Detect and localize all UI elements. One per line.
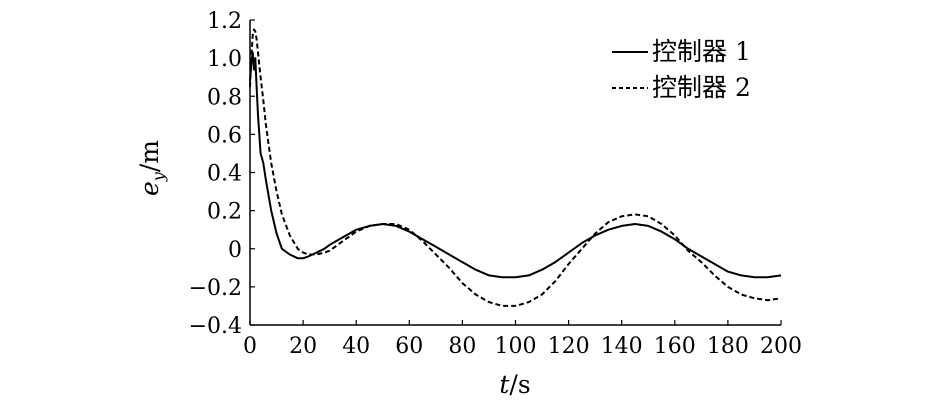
- x-tick-label: 80: [448, 334, 476, 359]
- y-tick-label: 1.0: [207, 47, 242, 72]
- x-tick-label: 0: [243, 334, 257, 359]
- x-tick-label: 200: [760, 334, 802, 359]
- y-tick-label: 0.8: [207, 85, 242, 110]
- x-tick-label: 20: [289, 334, 317, 359]
- y-tick-label: 1.2: [207, 9, 242, 34]
- y-tick-label: −0.4: [189, 314, 242, 339]
- y-tick-label: 0.2: [207, 200, 242, 225]
- legend-label-series-1: 控制器 1: [652, 37, 751, 66]
- series-line-1: [249, 51, 782, 279]
- x-tick-label: 60: [395, 334, 423, 359]
- y-tick-label: 0: [228, 238, 242, 263]
- series-line-2: [249, 28, 782, 307]
- x-axis-title: t/s: [499, 370, 530, 399]
- tick-labels: 0 20 40 60 80 100 120 140 160 180 200 1.2 1.0 0.8 0.6 0…: [189, 9, 802, 359]
- plot-lines: [249, 28, 782, 307]
- x-tick-label: 40: [342, 334, 370, 359]
- x-tick-label: 180: [707, 334, 749, 359]
- x-tick-label: 120: [548, 334, 590, 359]
- y-tick-label: 0.6: [207, 123, 242, 148]
- legend: 控制器 1 控制器 2: [612, 37, 751, 102]
- y-axis-title: ey/m: [135, 140, 168, 196]
- x-tick-label: 160: [654, 334, 696, 359]
- y-tick-label: 0.4: [207, 162, 242, 187]
- legend-label-series-2: 控制器 2: [652, 73, 751, 102]
- x-tick-label: 100: [495, 334, 537, 359]
- y-tick-label: −0.2: [189, 276, 242, 301]
- x-tick-label: 140: [601, 334, 643, 359]
